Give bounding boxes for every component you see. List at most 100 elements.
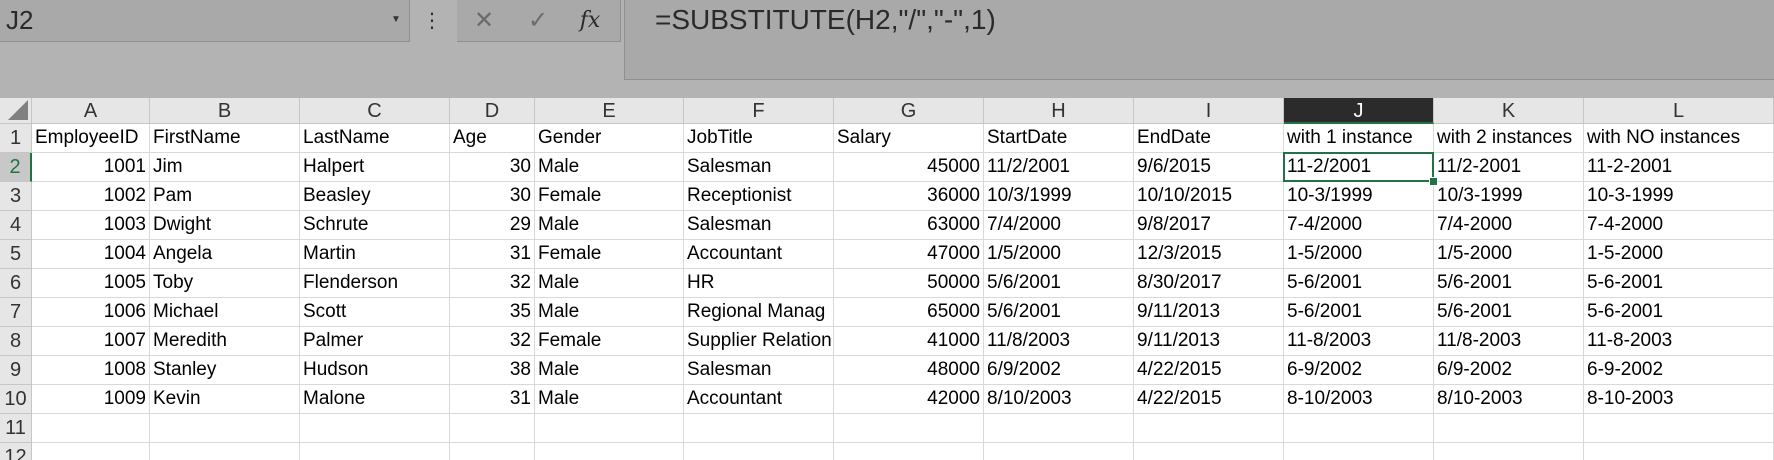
cell-a11[interactable] — [32, 414, 150, 443]
cell-j12[interactable] — [1284, 443, 1434, 460]
cell-i5[interactable]: 12/3/2015 — [1134, 240, 1284, 269]
row-header-7[interactable]: 7 — [0, 298, 32, 327]
cell-j6[interactable]: 5-6/2001 — [1284, 269, 1434, 298]
row-header-3[interactable]: 3 — [0, 182, 32, 211]
cell-h9[interactable]: 6/9/2002 — [984, 356, 1134, 385]
fill-handle[interactable] — [1429, 177, 1438, 186]
cell-g5[interactable]: 47000 — [834, 240, 984, 269]
cell-b3[interactable]: Pam — [150, 182, 300, 211]
cell-k1[interactable]: with 2 instances — [1434, 124, 1584, 153]
cell-a10[interactable]: 1009 — [32, 385, 150, 414]
row-header-1[interactable]: 1 — [0, 124, 32, 153]
cell-f7[interactable]: Regional Manag — [684, 298, 834, 327]
cell-l3[interactable]: 10-3-1999 — [1584, 182, 1774, 211]
cell-c6[interactable]: Flenderson — [300, 269, 450, 298]
cell-h8[interactable]: 11/8/2003 — [984, 327, 1134, 356]
cell-a5[interactable]: 1004 — [32, 240, 150, 269]
cell-e4[interactable]: Male — [535, 211, 684, 240]
cell-g6[interactable]: 50000 — [834, 269, 984, 298]
cell-a3[interactable]: 1002 — [32, 182, 150, 211]
cell-a12[interactable] — [32, 443, 150, 460]
cell-f3[interactable]: Receptionist — [684, 182, 834, 211]
cell-b8[interactable]: Meredith — [150, 327, 300, 356]
cell-j11[interactable] — [1284, 414, 1434, 443]
cell-j9[interactable]: 6-9/2002 — [1284, 356, 1434, 385]
name-box[interactable]: J2 ▼ — [0, 0, 410, 42]
cell-k4[interactable]: 7/4-2000 — [1434, 211, 1584, 240]
cell-l9[interactable]: 6-9-2002 — [1584, 356, 1774, 385]
cell-e12[interactable] — [535, 443, 684, 460]
cell-d8[interactable]: 32 — [450, 327, 535, 356]
column-header-c[interactable]: C — [300, 98, 450, 124]
cell-c3[interactable]: Beasley — [300, 182, 450, 211]
cell-i2[interactable]: 9/6/2015 — [1134, 153, 1284, 182]
column-header-k[interactable]: K — [1434, 98, 1584, 124]
cell-b4[interactable]: Dwight — [150, 211, 300, 240]
column-header-d[interactable]: D — [450, 98, 535, 124]
cell-f6[interactable]: HR — [684, 269, 834, 298]
column-header-h[interactable]: H — [984, 98, 1134, 124]
column-header-e[interactable]: E — [535, 98, 684, 124]
cell-k6[interactable]: 5/6-2001 — [1434, 269, 1584, 298]
cell-d2[interactable]: 30 — [450, 153, 535, 182]
cell-g10[interactable]: 42000 — [834, 385, 984, 414]
cell-g11[interactable] — [834, 414, 984, 443]
cell-f8[interactable]: Supplier Relation — [684, 327, 834, 356]
cell-l2[interactable]: 11-2-2001 — [1584, 153, 1774, 182]
cancel-icon[interactable]: ✕ — [473, 7, 495, 34]
cell-f4[interactable]: Salesman — [684, 211, 834, 240]
cell-k9[interactable]: 6/9-2002 — [1434, 356, 1584, 385]
cell-j7[interactable]: 5-6/2001 — [1284, 298, 1434, 327]
cell-g12[interactable] — [834, 443, 984, 460]
cell-d5[interactable]: 31 — [450, 240, 535, 269]
cell-a1[interactable]: EmployeeID — [32, 124, 150, 153]
cell-k10[interactable]: 8/10-2003 — [1434, 385, 1584, 414]
cell-f2[interactable]: Salesman — [684, 153, 834, 182]
cell-d10[interactable]: 31 — [450, 385, 535, 414]
cell-l5[interactable]: 1-5-2000 — [1584, 240, 1774, 269]
cell-g9[interactable]: 48000 — [834, 356, 984, 385]
cell-b1[interactable]: FirstName — [150, 124, 300, 153]
cell-h7[interactable]: 5/6/2001 — [984, 298, 1134, 327]
cell-d12[interactable] — [450, 443, 535, 460]
cell-j3[interactable]: 10-3/1999 — [1284, 182, 1434, 211]
cell-f9[interactable]: Salesman — [684, 356, 834, 385]
column-header-i[interactable]: I — [1134, 98, 1284, 124]
cell-i6[interactable]: 8/30/2017 — [1134, 269, 1284, 298]
cell-h1[interactable]: StartDate — [984, 124, 1134, 153]
cell-d11[interactable] — [450, 414, 535, 443]
cell-a8[interactable]: 1007 — [32, 327, 150, 356]
cell-j5[interactable]: 1-5/2000 — [1284, 240, 1434, 269]
insert-function-icon[interactable]: fx — [579, 8, 601, 33]
cell-k8[interactable]: 11/8-2003 — [1434, 327, 1584, 356]
cell-d4[interactable]: 29 — [450, 211, 535, 240]
cell-h2[interactable]: 11/2/2001 — [984, 153, 1134, 182]
cell-f12[interactable] — [684, 443, 834, 460]
column-header-b[interactable]: B — [150, 98, 300, 124]
cell-i3[interactable]: 10/10/2015 — [1134, 182, 1284, 211]
cell-k3[interactable]: 10/3-1999 — [1434, 182, 1584, 211]
cell-e3[interactable]: Female — [535, 182, 684, 211]
cell-b10[interactable]: Kevin — [150, 385, 300, 414]
cell-i10[interactable]: 4/22/2015 — [1134, 385, 1284, 414]
cell-f10[interactable]: Accountant — [684, 385, 834, 414]
cell-i11[interactable] — [1134, 414, 1284, 443]
cell-h6[interactable]: 5/6/2001 — [984, 269, 1134, 298]
row-header-5[interactable]: 5 — [0, 240, 32, 269]
cell-e5[interactable]: Female — [535, 240, 684, 269]
cell-a4[interactable]: 1003 — [32, 211, 150, 240]
cell-g4[interactable]: 63000 — [834, 211, 984, 240]
cell-c9[interactable]: Hudson — [300, 356, 450, 385]
cell-a2[interactable]: 1001 — [32, 153, 150, 182]
cell-i4[interactable]: 9/8/2017 — [1134, 211, 1284, 240]
cell-g7[interactable]: 65000 — [834, 298, 984, 327]
column-header-l[interactable]: L — [1584, 98, 1774, 124]
cell-c11[interactable] — [300, 414, 450, 443]
row-header-10[interactable]: 10 — [0, 385, 32, 414]
row-header-9[interactable]: 9 — [0, 356, 32, 385]
cell-c10[interactable]: Malone — [300, 385, 450, 414]
cell-b5[interactable]: Angela — [150, 240, 300, 269]
cell-c8[interactable]: Palmer — [300, 327, 450, 356]
cell-i9[interactable]: 4/22/2015 — [1134, 356, 1284, 385]
column-header-j[interactable]: J — [1284, 98, 1434, 124]
